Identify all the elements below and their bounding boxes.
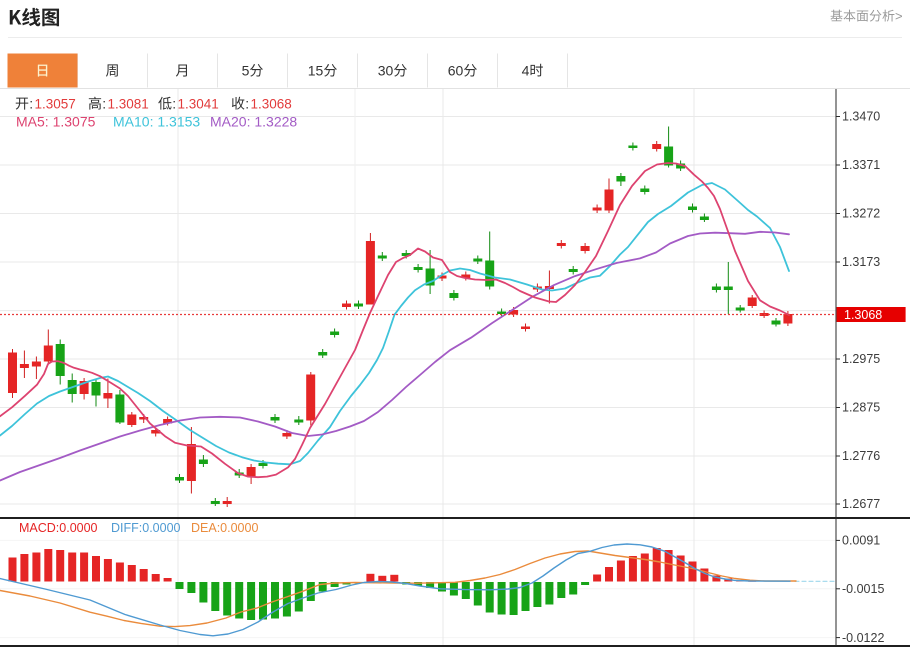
svg-text:1.2975: 1.2975 <box>842 352 880 366</box>
svg-text::: : <box>29 96 33 112</box>
svg-text::: : <box>245 96 249 112</box>
svg-text:1.3470: 1.3470 <box>842 110 880 124</box>
svg-text:-0.0015: -0.0015 <box>842 582 884 596</box>
svg-text:1.3068: 1.3068 <box>251 97 292 112</box>
svg-text:1.3041: 1.3041 <box>178 97 219 112</box>
svg-text:0.0091: 0.0091 <box>842 534 880 548</box>
svg-text:4: 4 <box>522 63 530 79</box>
svg-text:1.2677: 1.2677 <box>842 497 880 511</box>
svg-text:MACD:0.0000: MACD:0.0000 <box>19 521 98 535</box>
svg-text:MA10: 1.3153: MA10: 1.3153 <box>113 114 200 130</box>
svg-text:1.3057: 1.3057 <box>35 97 76 112</box>
svg-text:1.3371: 1.3371 <box>842 158 880 172</box>
svg-text:DIFF:0.0000: DIFF:0.0000 <box>111 521 181 535</box>
svg-text:15: 15 <box>308 63 324 79</box>
svg-text:1.3272: 1.3272 <box>842 207 880 221</box>
svg-text:60: 60 <box>448 63 464 79</box>
svg-text:1.3068: 1.3068 <box>844 308 882 322</box>
svg-text:1.2776: 1.2776 <box>842 449 880 463</box>
svg-text:DEA:0.0000: DEA:0.0000 <box>191 521 258 535</box>
svg-text:5: 5 <box>242 63 250 79</box>
svg-text:MA20: 1.3228: MA20: 1.3228 <box>210 114 297 130</box>
svg-text:30: 30 <box>378 63 394 79</box>
svg-text::: : <box>102 96 106 112</box>
svg-text:1.3081: 1.3081 <box>108 97 149 112</box>
svg-text::: : <box>172 96 176 112</box>
svg-text:>: > <box>895 9 903 24</box>
svg-text:1.2875: 1.2875 <box>842 401 880 415</box>
svg-text:MA5: 1.3075: MA5: 1.3075 <box>16 114 96 130</box>
svg-text:-0.0122: -0.0122 <box>842 631 884 645</box>
svg-text:1.3173: 1.3173 <box>842 255 880 269</box>
